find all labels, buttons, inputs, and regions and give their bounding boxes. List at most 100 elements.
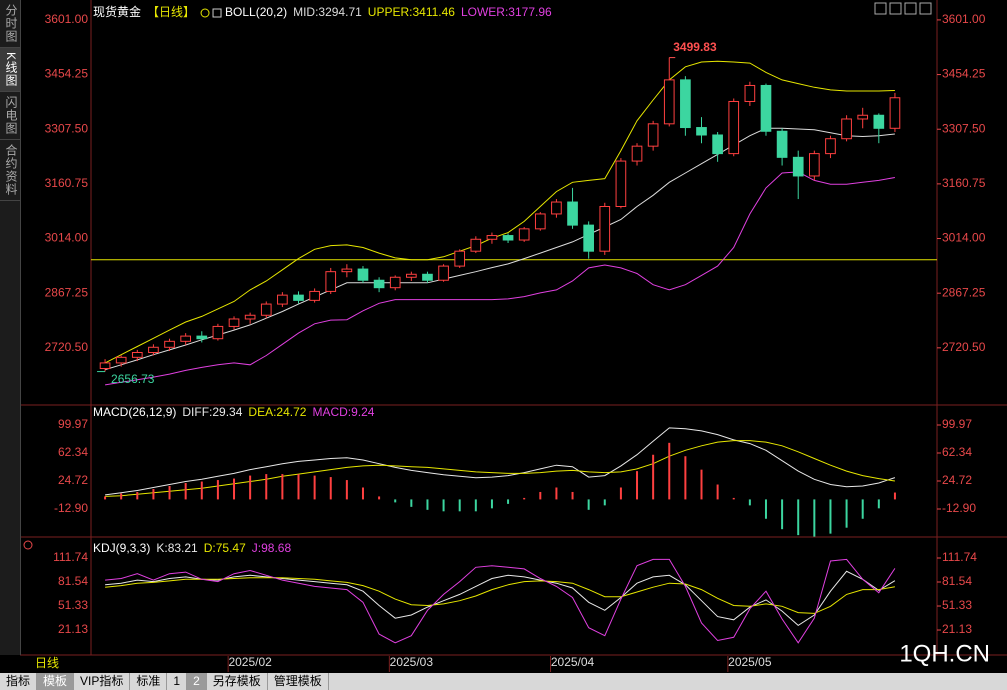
toolbar-button[interactable]: 2	[187, 673, 207, 690]
y-tick-label: 99.97	[942, 417, 972, 431]
candle-body	[873, 114, 885, 129]
legend-item: 现货黄金	[93, 4, 141, 19]
toolbar-button[interactable]: 指标	[0, 673, 38, 690]
settings-icon[interactable]	[23, 540, 33, 550]
candle-body	[277, 294, 288, 305]
candle-body	[164, 340, 175, 348]
candle-body	[422, 273, 433, 281]
y-tick-label: 2867.25	[45, 285, 89, 299]
indicator-line	[105, 558, 896, 644]
y-tick-label: 21.13	[942, 622, 972, 636]
candle-body	[567, 201, 578, 226]
candle-body	[502, 235, 514, 241]
y-tick-label: 3014.00	[45, 231, 89, 245]
legend-item: LOWER:3177.96	[461, 5, 552, 19]
toolbar-button[interactable]: 管理模板	[268, 673, 329, 690]
candle-body	[809, 153, 820, 177]
x-tick-label: 2025/02	[228, 655, 272, 669]
legend-item: MID:3294.71	[293, 5, 362, 19]
toolbar-button[interactable]: 1	[167, 673, 188, 690]
candle-body	[260, 303, 272, 316]
y-tick-label: 3601.00	[942, 12, 986, 26]
indicator-line	[104, 60, 895, 364]
y-tick-label: 2720.50	[45, 340, 89, 354]
candle-body	[212, 325, 224, 340]
max-label: 3499.83	[673, 40, 717, 54]
candle-body	[647, 123, 659, 147]
y-tick-label: 51.33	[58, 598, 88, 612]
candle-body	[663, 79, 675, 125]
candle-body	[115, 356, 127, 364]
legend-item: UPPER:3411.46	[368, 5, 455, 19]
candle-body	[389, 276, 401, 289]
toolbar-button[interactable]: 模板	[37, 673, 75, 690]
candle-body	[438, 265, 449, 281]
sidebar-tab[interactable]: 合约资料	[0, 140, 20, 202]
y-tick-label: 3454.25	[942, 67, 986, 81]
toolbar: 指标 模板 VIP指标 标准 1 2 另存模板 管理模板	[0, 673, 1007, 690]
candle-body	[615, 160, 627, 207]
candle-body	[341, 268, 353, 273]
indicator-line	[105, 171, 895, 386]
y-tick-label: 3454.25	[45, 67, 89, 81]
x-tick-label: 2025/05	[728, 655, 772, 669]
candle-body	[857, 114, 869, 120]
candle-body	[196, 335, 208, 340]
candle-body	[712, 134, 723, 155]
sidebar-tab[interactable]: K线图	[0, 48, 20, 93]
candle-body	[180, 335, 191, 342]
y-tick-label: 3601.00	[45, 12, 89, 26]
y-tick-label: 2720.50	[942, 340, 986, 354]
legend-item: MACD(26,12,9)	[93, 405, 176, 419]
toolbar-button[interactable]: 另存模板	[207, 673, 268, 690]
icon[interactable]	[874, 2, 887, 15]
y-tick-label: 3160.75	[942, 176, 986, 190]
indicator-line	[105, 427, 896, 496]
y-tick-label: 24.72	[942, 473, 972, 487]
watermark: 1QH.CN	[899, 640, 990, 667]
icon[interactable]	[919, 2, 932, 15]
candle-body	[631, 145, 643, 162]
legend-item: BOLL(20,2)	[225, 5, 287, 19]
y-tick-label: 3307.50	[45, 121, 89, 135]
x-tick-label: 2025/03	[390, 655, 434, 669]
candle-body	[889, 97, 901, 129]
sidebar-tab[interactable]: 闪电图	[0, 92, 20, 141]
candle-body	[373, 279, 385, 289]
icon[interactable]	[904, 2, 917, 15]
x-tick-label: 2025/04	[551, 655, 595, 669]
legend-item: K:83.21	[156, 541, 198, 555]
legend-item: DEA:24.72	[248, 405, 306, 419]
candle-body	[760, 84, 772, 132]
candle-body	[518, 228, 530, 241]
y-tick-label: -12.90	[54, 501, 88, 515]
candle-body	[406, 273, 417, 278]
candle-body	[454, 250, 466, 267]
candle-body	[583, 224, 594, 252]
y-tick-label: 24.72	[58, 473, 88, 487]
indicator-line	[105, 440, 895, 497]
candle-body	[534, 213, 546, 230]
candle-body	[228, 318, 240, 327]
candle-body	[486, 235, 498, 240]
candle-body	[792, 156, 804, 177]
candle-body	[357, 268, 369, 281]
legend-item: D:75.47	[204, 541, 246, 555]
candle-body	[776, 130, 788, 158]
candle-body	[293, 294, 304, 301]
candle-body	[309, 290, 320, 301]
icon[interactable]	[889, 2, 902, 15]
candle-body	[131, 351, 143, 358]
y-tick-label: 99.97	[58, 417, 88, 431]
legend-item: MACD:9.24	[312, 405, 374, 419]
y-tick-label: 81.54	[58, 574, 88, 588]
indicator-line	[105, 570, 896, 627]
sidebar-tab[interactable]: 分时图	[0, 0, 20, 48]
toolbar-button[interactable]: 标准	[130, 673, 168, 690]
toolbar-button[interactable]: VIP指标	[74, 673, 131, 690]
candle-body	[680, 79, 691, 129]
y-tick-label: 62.34	[58, 445, 88, 459]
chart: 日线 1QH.CN 3601.00 3601.00 3454.25 3454.25 33…	[20, 0, 1007, 672]
y-tick-label: 3014.00	[942, 231, 986, 245]
